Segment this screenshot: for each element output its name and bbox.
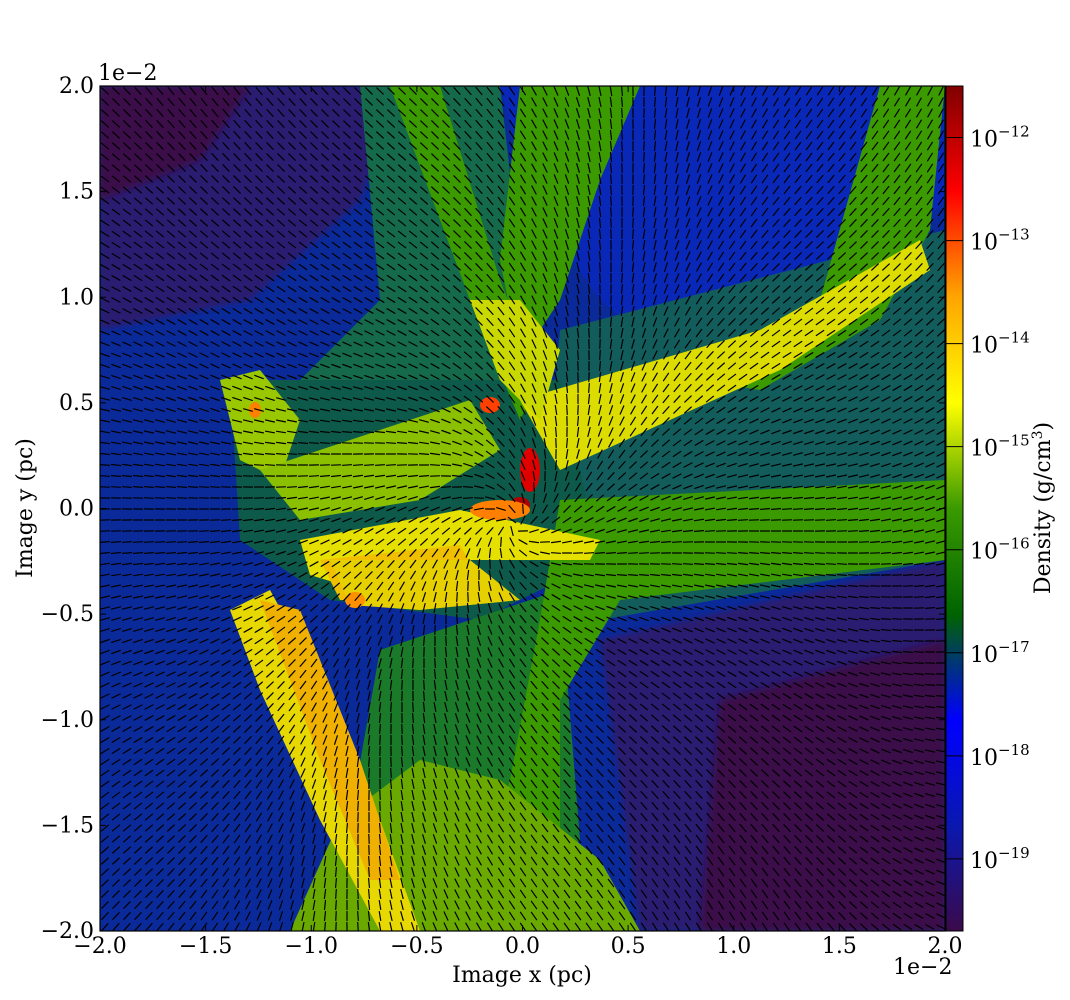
colorbar-label-sup: 3 (1030, 430, 1046, 439)
colorbar (945, 85, 964, 932)
colorbar-label-main: Density (g/cm (1031, 439, 1056, 594)
y-tick-label: 0.5 (59, 391, 94, 416)
y-tick-label: 0.0 (59, 497, 94, 522)
colorbar-label: Density (g/cm3) (1030, 422, 1056, 594)
x-tick-label: −1.5 (179, 934, 232, 959)
y-tick-label: −1.5 (41, 813, 94, 838)
y-tick-label: 2.0 (59, 74, 94, 99)
colorbar-tick-label: 10−14 (970, 329, 1030, 359)
colorbar-tick-label: 10−15 (970, 432, 1030, 462)
colorbar-label-close: ) (1031, 422, 1056, 431)
x-tick-label: 1.5 (822, 934, 857, 959)
x-offset-label: 1e−2 (893, 955, 952, 980)
y-tick-label: −1.0 (41, 708, 94, 733)
y-tick-label: 1.5 (59, 180, 94, 205)
x-tick-label: −1.0 (285, 934, 338, 959)
y-tick-label: 1.0 (59, 285, 94, 310)
x-tick-label: 0.5 (611, 934, 646, 959)
quiver-arrows (100, 86, 945, 931)
colorbar-tick-label: 10−17 (970, 638, 1030, 668)
y-offset-label: 1e−2 (98, 61, 157, 86)
y-axis-label: Image y (pc) (13, 438, 38, 578)
y-tick-label: −2.0 (41, 919, 94, 944)
colorbar-tick-label: 10−13 (970, 226, 1030, 256)
x-tick-label: −0.5 (390, 934, 443, 959)
y-tick-label: −0.5 (41, 602, 94, 627)
velocity-quiver (100, 86, 945, 931)
x-tick-label: 2.0 (928, 934, 963, 959)
colorbar-ticks: 10−19 10−18 10−17 10−16 10−15 10−14 10−13 10−12 (946, 123, 1030, 874)
x-tick-label: 1.0 (716, 934, 751, 959)
y-axis-ticks: −2.0 −1.5 −1.0 −0.5 0.0 0.5 1.0 1.5 2.0 (41, 74, 945, 944)
colorbar-tick-label: 10−19 (970, 844, 1030, 874)
x-tick-label: −2.0 (73, 934, 126, 959)
colorbar-tick-label: 10−18 (970, 741, 1030, 771)
x-axis-label: Image x (pc) (452, 963, 592, 988)
x-axis-ticks: −2.0 −1.5 −1.0 −0.5 0.0 0.5 1.0 1.5 2.0 (73, 86, 963, 959)
colorbar-tick-label: 10−16 (970, 535, 1030, 565)
colorbar-tick-label: 10−12 (970, 123, 1030, 153)
x-tick-label: 0.0 (505, 934, 540, 959)
